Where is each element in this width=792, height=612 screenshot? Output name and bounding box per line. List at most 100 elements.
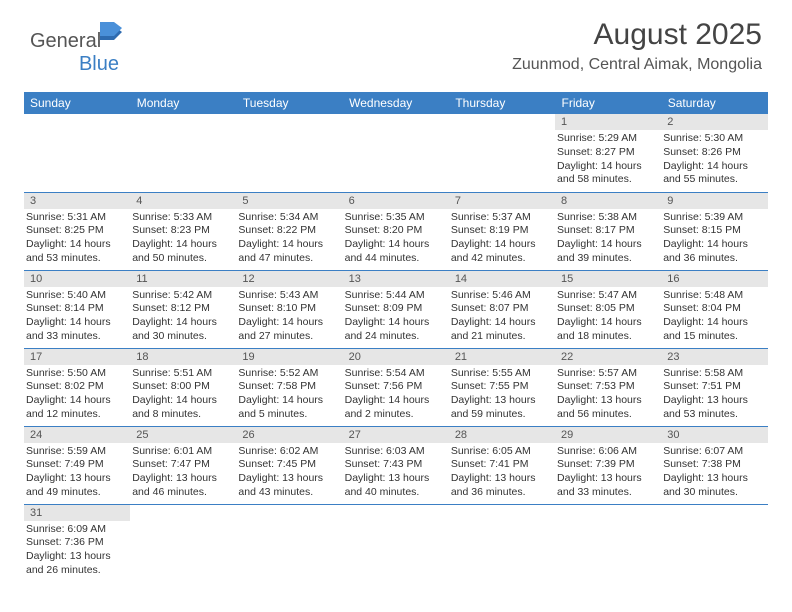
daylight-text: Daylight: 13 hours and 40 minutes. [345,472,445,499]
sunrise-text: Sunrise: 5:54 AM [345,367,445,381]
calendar-day: 11Sunrise: 5:42 AMSunset: 8:12 PMDayligh… [130,270,236,348]
day-body: Sunrise: 5:46 AMSunset: 8:07 PMDaylight:… [449,287,555,346]
sunrise-text: Sunrise: 5:40 AM [26,289,126,303]
daylight-text: Daylight: 13 hours and 30 minutes. [663,472,763,499]
calendar-day: 13Sunrise: 5:44 AMSunset: 8:09 PMDayligh… [343,270,449,348]
calendar-day: 21Sunrise: 5:55 AMSunset: 7:55 PMDayligh… [449,348,555,426]
day-body: Sunrise: 5:48 AMSunset: 8:04 PMDaylight:… [661,287,767,346]
daylight-text: Daylight: 14 hours and 24 minutes. [345,316,445,343]
sunrise-text: Sunrise: 5:39 AM [663,211,763,225]
sunset-text: Sunset: 7:49 PM [26,458,126,472]
daylight-text: Daylight: 13 hours and 36 minutes. [451,472,551,499]
calendar-day: 5Sunrise: 5:34 AMSunset: 8:22 PMDaylight… [236,192,342,270]
day-body: Sunrise: 5:52 AMSunset: 7:58 PMDaylight:… [236,365,342,424]
calendar-week: 10Sunrise: 5:40 AMSunset: 8:14 PMDayligh… [24,270,768,348]
sunrise-text: Sunrise: 6:09 AM [26,523,126,537]
daylight-text: Daylight: 14 hours and 44 minutes. [345,238,445,265]
calendar-day: 1Sunrise: 5:29 AMSunset: 8:27 PMDaylight… [555,114,661,192]
header: General GeneBlue August 2025 Zuunmod, Ce… [0,0,792,92]
calendar-day: 8Sunrise: 5:38 AMSunset: 8:17 PMDaylight… [555,192,661,270]
daylight-text: Daylight: 14 hours and 50 minutes. [132,238,232,265]
day-body: Sunrise: 5:29 AMSunset: 8:27 PMDaylight:… [555,130,661,189]
day-header: Wednesday [343,92,449,114]
day-body: Sunrise: 6:05 AMSunset: 7:41 PMDaylight:… [449,443,555,502]
sunset-text: Sunset: 8:23 PM [132,224,232,238]
day-number: 19 [236,349,342,365]
sunset-text: Sunset: 7:56 PM [345,380,445,394]
sunrise-text: Sunrise: 6:07 AM [663,445,763,459]
daylight-text: Daylight: 14 hours and 5 minutes. [238,394,338,421]
sunset-text: Sunset: 8:00 PM [132,380,232,394]
calendar-body: 1Sunrise: 5:29 AMSunset: 8:27 PMDaylight… [24,114,768,582]
day-header: Monday [130,92,236,114]
day-number: 13 [343,271,449,287]
calendar-day: 7Sunrise: 5:37 AMSunset: 8:19 PMDaylight… [449,192,555,270]
day-body: Sunrise: 6:01 AMSunset: 7:47 PMDaylight:… [130,443,236,502]
sunset-text: Sunset: 8:27 PM [557,146,657,160]
calendar-day: 27Sunrise: 6:03 AMSunset: 7:43 PMDayligh… [343,426,449,504]
day-number: 29 [555,427,661,443]
calendar-day: 6Sunrise: 5:35 AMSunset: 8:20 PMDaylight… [343,192,449,270]
calendar-day-empty [236,114,342,192]
day-body: Sunrise: 5:35 AMSunset: 8:20 PMDaylight:… [343,209,449,268]
sunrise-text: Sunrise: 5:52 AM [238,367,338,381]
calendar-day: 12Sunrise: 5:43 AMSunset: 8:10 PMDayligh… [236,270,342,348]
calendar-day: 15Sunrise: 5:47 AMSunset: 8:05 PMDayligh… [555,270,661,348]
calendar-day: 14Sunrise: 5:46 AMSunset: 8:07 PMDayligh… [449,270,555,348]
day-body: Sunrise: 5:42 AMSunset: 8:12 PMDaylight:… [130,287,236,346]
sunset-text: Sunset: 7:38 PM [663,458,763,472]
day-number: 5 [236,193,342,209]
day-header: Sunday [24,92,130,114]
day-number: 4 [130,193,236,209]
sunrise-text: Sunrise: 5:42 AM [132,289,232,303]
calendar-table: SundayMondayTuesdayWednesdayThursdayFrid… [24,92,768,582]
day-body: Sunrise: 6:06 AMSunset: 7:39 PMDaylight:… [555,443,661,502]
calendar-day: 2Sunrise: 5:30 AMSunset: 8:26 PMDaylight… [661,114,767,192]
calendar-day-empty [449,114,555,192]
sunset-text: Sunset: 8:25 PM [26,224,126,238]
day-number: 30 [661,427,767,443]
day-body: Sunrise: 5:39 AMSunset: 8:15 PMDaylight:… [661,209,767,268]
daylight-text: Daylight: 14 hours and 47 minutes. [238,238,338,265]
sunset-text: Sunset: 7:51 PM [663,380,763,394]
calendar-day: 4Sunrise: 5:33 AMSunset: 8:23 PMDaylight… [130,192,236,270]
sunrise-text: Sunrise: 5:59 AM [26,445,126,459]
sunset-text: Sunset: 8:20 PM [345,224,445,238]
day-body: Sunrise: 5:57 AMSunset: 7:53 PMDaylight:… [555,365,661,424]
daylight-text: Daylight: 14 hours and 36 minutes. [663,238,763,265]
day-number: 1 [555,114,661,130]
daylight-text: Daylight: 14 hours and 39 minutes. [557,238,657,265]
sunset-text: Sunset: 8:09 PM [345,302,445,316]
daylight-text: Daylight: 14 hours and 18 minutes. [557,316,657,343]
day-body: Sunrise: 6:02 AMSunset: 7:45 PMDaylight:… [236,443,342,502]
day-number: 21 [449,349,555,365]
sunrise-text: Sunrise: 5:35 AM [345,211,445,225]
sunset-text: Sunset: 7:41 PM [451,458,551,472]
sunrise-text: Sunrise: 5:31 AM [26,211,126,225]
sunrise-text: Sunrise: 5:38 AM [557,211,657,225]
day-number: 22 [555,349,661,365]
sunrise-text: Sunrise: 6:02 AM [238,445,338,459]
sunset-text: Sunset: 8:07 PM [451,302,551,316]
daylight-text: Daylight: 14 hours and 12 minutes. [26,394,126,421]
sunrise-text: Sunrise: 5:43 AM [238,289,338,303]
sunrise-text: Sunrise: 5:51 AM [132,367,232,381]
sunrise-text: Sunrise: 5:58 AM [663,367,763,381]
sunrise-text: Sunrise: 6:06 AM [557,445,657,459]
day-number: 8 [555,193,661,209]
daylight-text: Daylight: 14 hours and 42 minutes. [451,238,551,265]
daylight-text: Daylight: 14 hours and 2 minutes. [345,394,445,421]
page-title: August 2025 [594,18,762,52]
day-body: Sunrise: 6:09 AMSunset: 7:36 PMDaylight:… [24,521,130,580]
sunset-text: Sunset: 7:47 PM [132,458,232,472]
daylight-text: Daylight: 13 hours and 43 minutes. [238,472,338,499]
calendar-day-empty [24,114,130,192]
daylight-text: Daylight: 14 hours and 15 minutes. [663,316,763,343]
calendar-day-empty [661,504,767,582]
daylight-text: Daylight: 14 hours and 21 minutes. [451,316,551,343]
day-body: Sunrise: 5:38 AMSunset: 8:17 PMDaylight:… [555,209,661,268]
sunset-text: Sunset: 8:17 PM [557,224,657,238]
daylight-text: Daylight: 14 hours and 58 minutes. [557,160,657,187]
logo-text-1: General [30,30,101,52]
day-number: 31 [24,505,130,521]
